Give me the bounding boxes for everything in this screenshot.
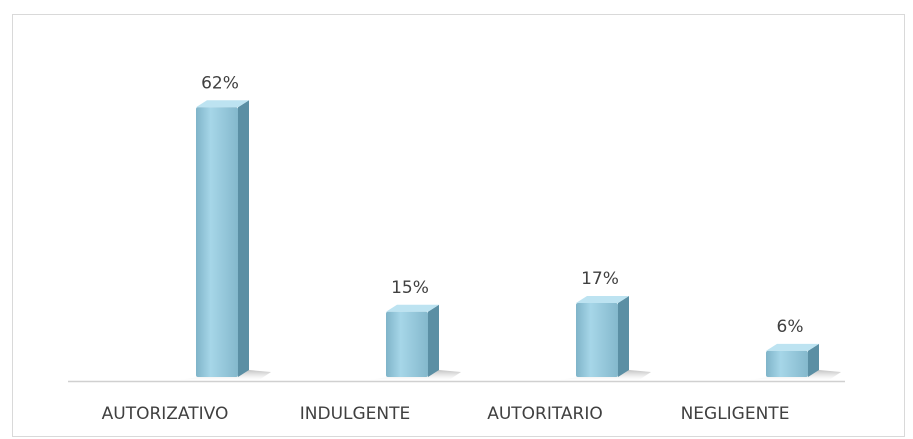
- bar: [386, 311, 428, 377]
- bar-top: [766, 343, 819, 351]
- bar: [196, 107, 238, 378]
- bar-top: [576, 296, 629, 304]
- x-tick-label: AUTORIZATIVO: [102, 404, 229, 424]
- bar-side: [428, 304, 439, 377]
- data-label: 15%: [391, 278, 429, 298]
- data-label: 62%: [201, 73, 239, 93]
- x-tick-label: INDULGENTE: [300, 404, 411, 424]
- data-label: 17%: [581, 269, 619, 289]
- bar-side: [618, 296, 629, 377]
- chart-border: [12, 14, 905, 437]
- bar-side: [238, 100, 249, 378]
- bar-top: [196, 100, 249, 108]
- bar: [766, 350, 808, 377]
- data-label: 6%: [777, 317, 804, 337]
- bar-side: [808, 343, 819, 377]
- bar-top: [386, 304, 439, 312]
- x-tick-label: NEGLIGENTE: [681, 404, 790, 424]
- x-tick-label: AUTORITARIO: [487, 404, 603, 424]
- bar: [576, 303, 618, 377]
